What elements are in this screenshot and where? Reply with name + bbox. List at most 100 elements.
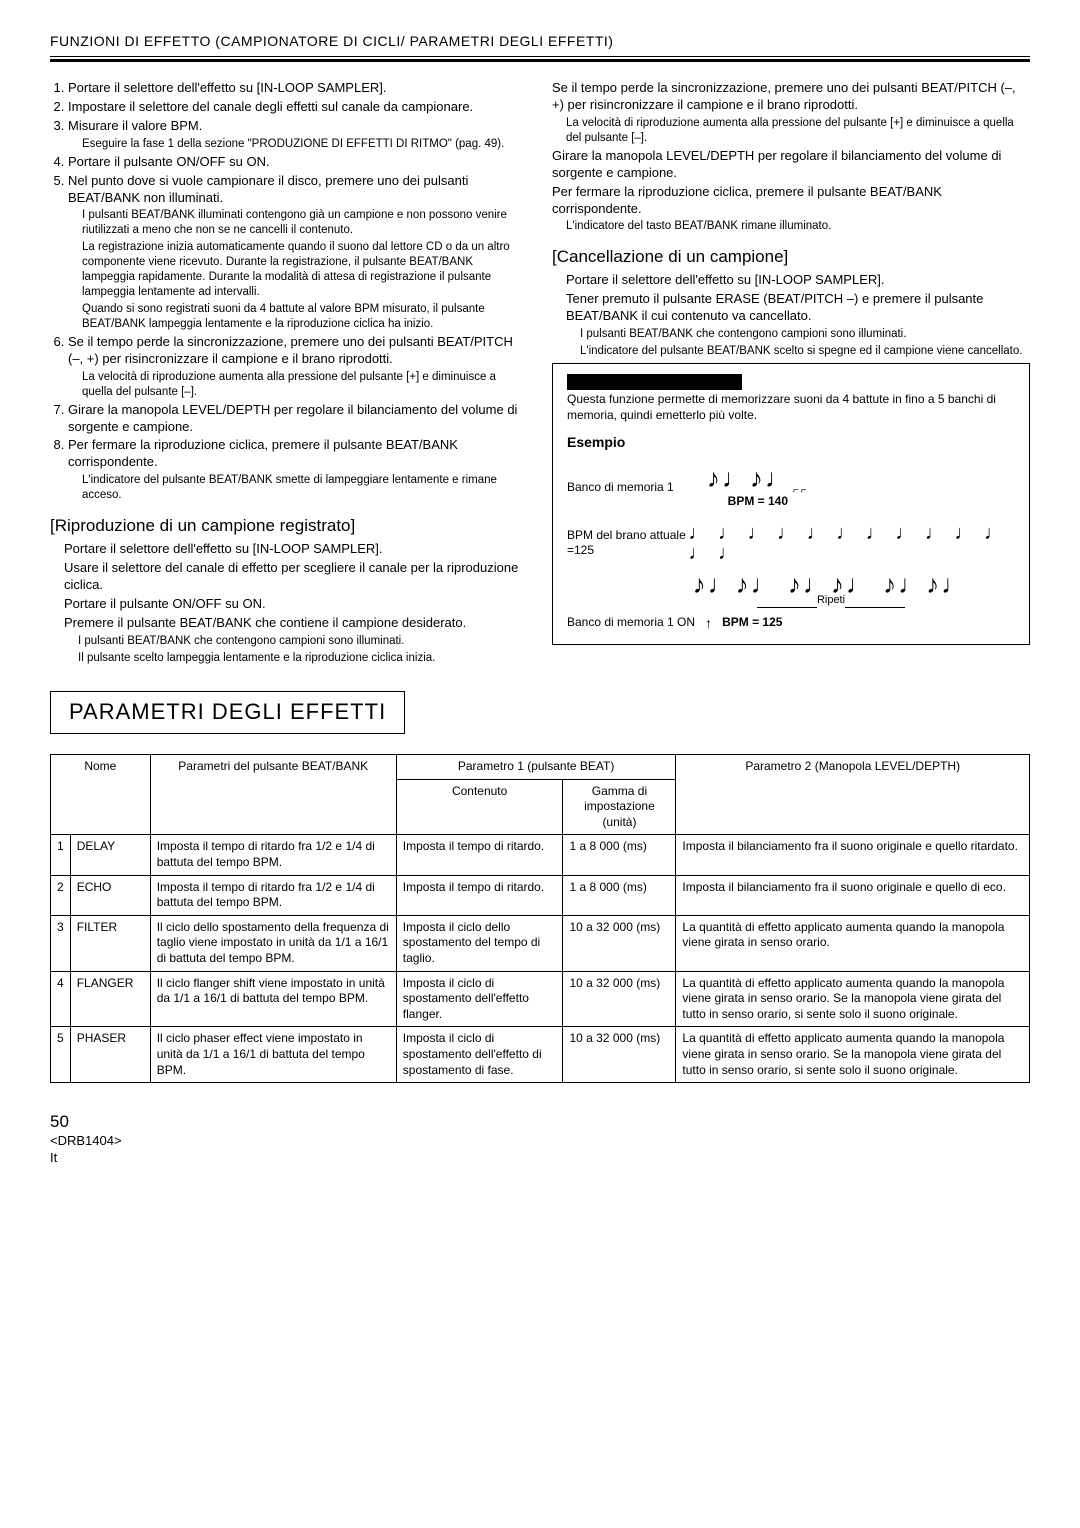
diagram-note: Questa funzione permette di memorizzare … — [567, 392, 1015, 423]
step-sub: I pulsanti BEAT/BANK illuminati contengo… — [68, 208, 528, 332]
bank1-label: Banco di memoria 1 — [567, 480, 707, 496]
sub-text: I pulsanti BEAT/BANK che contengono camp… — [78, 634, 528, 649]
step-7: Girare la manopola LEVEL/DEPTH per regol… — [68, 402, 528, 436]
step-sub: La velocità di riproduzione aumenta alla… — [68, 370, 528, 400]
header-rule — [50, 56, 1030, 57]
repeat-row: ♪♩♪♩ ♪♩♪♩ ♪♩♪♩ Ripeti — [647, 571, 1015, 607]
table-row: Nome Parametri del pulsante BEAT/BANK Pa… — [51, 755, 1030, 780]
redacted-bar — [567, 374, 1015, 390]
col-beat-bank: Parametri del pulsante BEAT/BANK — [150, 755, 396, 835]
sub-text: La registrazione inizia automaticamente … — [82, 240, 528, 300]
page-header: FUNZIONI DI EFFETTO (CAMPIONATORE DI CIC… — [50, 32, 1030, 50]
step-4: Portare il pulsante ON/OFF su ON. — [68, 154, 528, 171]
effects-parameters-title: PARAMETRI DEGLI EFFETTI — [50, 691, 405, 734]
sub-block: L'indicatore del tasto BEAT/BANK rimane … — [552, 219, 1030, 234]
step-sub: L'indicatore del pulsante BEAT/BANK smet… — [68, 473, 528, 503]
doc-lang: It — [50, 1150, 1030, 1167]
cell-num: 4 — [51, 971, 71, 1027]
header-rule-thick — [50, 59, 1030, 62]
ripeti-label: Ripeti — [817, 593, 845, 607]
sub-text: L'indicatore del pulsante BEAT/BANK smet… — [82, 473, 528, 503]
cell-p2: Imposta il bilanciamento fra il suono or… — [676, 875, 1030, 915]
para: Portare il pulsante ON/OFF su ON. — [64, 596, 528, 613]
example-diagram: Questa funzione permette di memorizzare … — [552, 363, 1030, 645]
col-contenuto: Contenuto — [396, 779, 563, 835]
step-text: Portare il selettore dell'effetto su [IN… — [68, 80, 386, 95]
cell-cont: Imposta il ciclo dello spostamento del t… — [396, 915, 563, 971]
para: Se il tempo perde la sincronizzazione, p… — [552, 80, 1030, 114]
step-1: Portare il selettore dell'effetto su [IN… — [68, 80, 528, 97]
content-columns: Portare il selettore dell'effetto su [IN… — [50, 80, 1030, 667]
cell-beat: Il ciclo dello spostamento della frequen… — [150, 915, 396, 971]
cell-beat: Imposta il tempo di ritardo fra 1/2 e 1/… — [150, 835, 396, 875]
col-nome: Nome — [51, 755, 151, 835]
cell-p2: La quantità di effetto applicato aumenta… — [676, 915, 1030, 971]
step-text: Portare il pulsante ON/OFF su ON. — [68, 154, 270, 169]
left-column: Portare il selettore dell'effetto su [IN… — [50, 80, 528, 667]
underline-icon — [845, 593, 905, 607]
sub-text: L'indicatore del pulsante BEAT/BANK scel… — [580, 344, 1030, 359]
sub-text: Eseguire la fase 1 della sezione "PRODUZ… — [82, 137, 528, 152]
bpm-140-label: BPM = 140 — [707, 494, 809, 510]
cell-name: FLANGER — [70, 971, 150, 1027]
cancel-body: Portare il selettore dell'effetto su [IN… — [552, 272, 1030, 359]
step-text: Impostare il selettore del canale degli … — [68, 99, 473, 114]
para: Per fermare la riproduzione ciclica, pre… — [552, 184, 1030, 218]
sub-text: I pulsanti BEAT/BANK illuminati contengo… — [82, 208, 528, 238]
cell-cont: Imposta il tempo di ritardo. — [396, 835, 563, 875]
bank1-on-row: Banco di memoria 1 ON ↑ BPM = 125 — [567, 614, 1015, 632]
step-text: Nel punto dove si vuole campionare il di… — [68, 173, 468, 205]
step-sub: Eseguire la fase 1 della sezione "PRODUZ… — [68, 137, 528, 152]
bpm-125-label: BPM = 125 — [722, 615, 782, 631]
step-text: Girare la manopola LEVEL/DEPTH per regol… — [68, 402, 517, 434]
cell-num: 2 — [51, 875, 71, 915]
cell-name: DELAY — [70, 835, 150, 875]
cell-cont: Imposta il ciclo di spostamento dell'eff… — [396, 1027, 563, 1083]
step-5: Nel punto dove si vuole campionare il di… — [68, 173, 528, 332]
cell-num: 5 — [51, 1027, 71, 1083]
table-row: 1DELAYImposta il tempo di ritardo fra 1/… — [51, 835, 1030, 875]
para: Tener premuto il pulsante ERASE (BEAT/PI… — [566, 291, 1030, 325]
sub-text: Quando si sono registrati suoni da 4 bat… — [82, 302, 528, 332]
page-footer: 50 <DRB1404> It — [50, 1111, 1030, 1167]
para: Usare il selettore del canale di effetto… — [64, 560, 528, 594]
page-number: 50 — [50, 1111, 1030, 1133]
cell-cont: Imposta il ciclo di spostamento dell'eff… — [396, 971, 563, 1027]
underline-icon — [757, 593, 817, 607]
step-3: Misurare il valore BPM. Eseguire la fase… — [68, 118, 528, 152]
bank1-row: Banco di memoria 1 ♪♩♪♩⌐⌐ BPM = 140 — [567, 459, 1015, 515]
table-body: 1DELAYImposta il tempo di ritardo fra 1/… — [51, 835, 1030, 1083]
sub-text: I pulsanti BEAT/BANK che contengono camp… — [580, 327, 1030, 342]
table-row: 3FILTERIl ciclo dello spostamento della … — [51, 915, 1030, 971]
bank1-on-label: Banco di memoria 1 ON — [567, 615, 695, 631]
brano-label: BPM del brano attuale =125 — [567, 528, 688, 559]
para: Portare il selettore dell'effetto su [IN… — [64, 541, 528, 558]
para: Premere il pulsante BEAT/BANK che contie… — [64, 615, 528, 632]
music-notes-icon: ♩ ♩ ♩ ♩ ♩ ♩ ♩ ♩ ♩ ♩ ♩ ♩ ♩ — [688, 523, 1015, 563]
table-row: 2ECHOImposta il tempo di ritardo fra 1/2… — [51, 875, 1030, 915]
sub-block: I pulsanti BEAT/BANK che contengono camp… — [64, 634, 528, 666]
cell-p2: La quantità di effetto applicato aumenta… — [676, 1027, 1030, 1083]
cell-num: 1 — [51, 835, 71, 875]
example-title: Esempio — [567, 433, 1015, 451]
cell-num: 3 — [51, 915, 71, 971]
sub-text: La velocità di riproduzione aumenta alla… — [82, 370, 528, 400]
step-8: Per fermare la riproduzione ciclica, pre… — [68, 437, 528, 503]
col-param1: Parametro 1 (pulsante BEAT) — [396, 755, 676, 780]
effects-table: Nome Parametri del pulsante BEAT/BANK Pa… — [50, 754, 1030, 1083]
reproduction-body: Portare il selettore dell'effetto su [IN… — [50, 541, 528, 665]
right-column: Se il tempo perde la sincronizzazione, p… — [552, 80, 1030, 667]
cell-name: FILTER — [70, 915, 150, 971]
cell-range: 10 a 32 000 (ms) — [563, 971, 676, 1027]
cell-cont: Imposta il tempo di ritardo. — [396, 875, 563, 915]
brano-row: BPM del brano attuale =125 ♩ ♩ ♩ ♩ ♩ ♩ ♩… — [567, 515, 1015, 571]
reproduction-heading: [Riproduzione di un campione registrato] — [50, 515, 528, 537]
sub-text: La velocità di riproduzione aumenta alla… — [566, 116, 1030, 146]
sub-block: La velocità di riproduzione aumenta alla… — [552, 116, 1030, 146]
music-notes-icon: ♪♩♪♩⌐⌐ — [707, 465, 809, 496]
black-box-icon — [567, 374, 742, 390]
cell-name: ECHO — [70, 875, 150, 915]
para: Girare la manopola LEVEL/DEPTH per regol… — [552, 148, 1030, 182]
music-block: ♪♩♪♩⌐⌐ BPM = 140 — [707, 465, 809, 510]
doc-code: <DRB1404> — [50, 1133, 1030, 1150]
